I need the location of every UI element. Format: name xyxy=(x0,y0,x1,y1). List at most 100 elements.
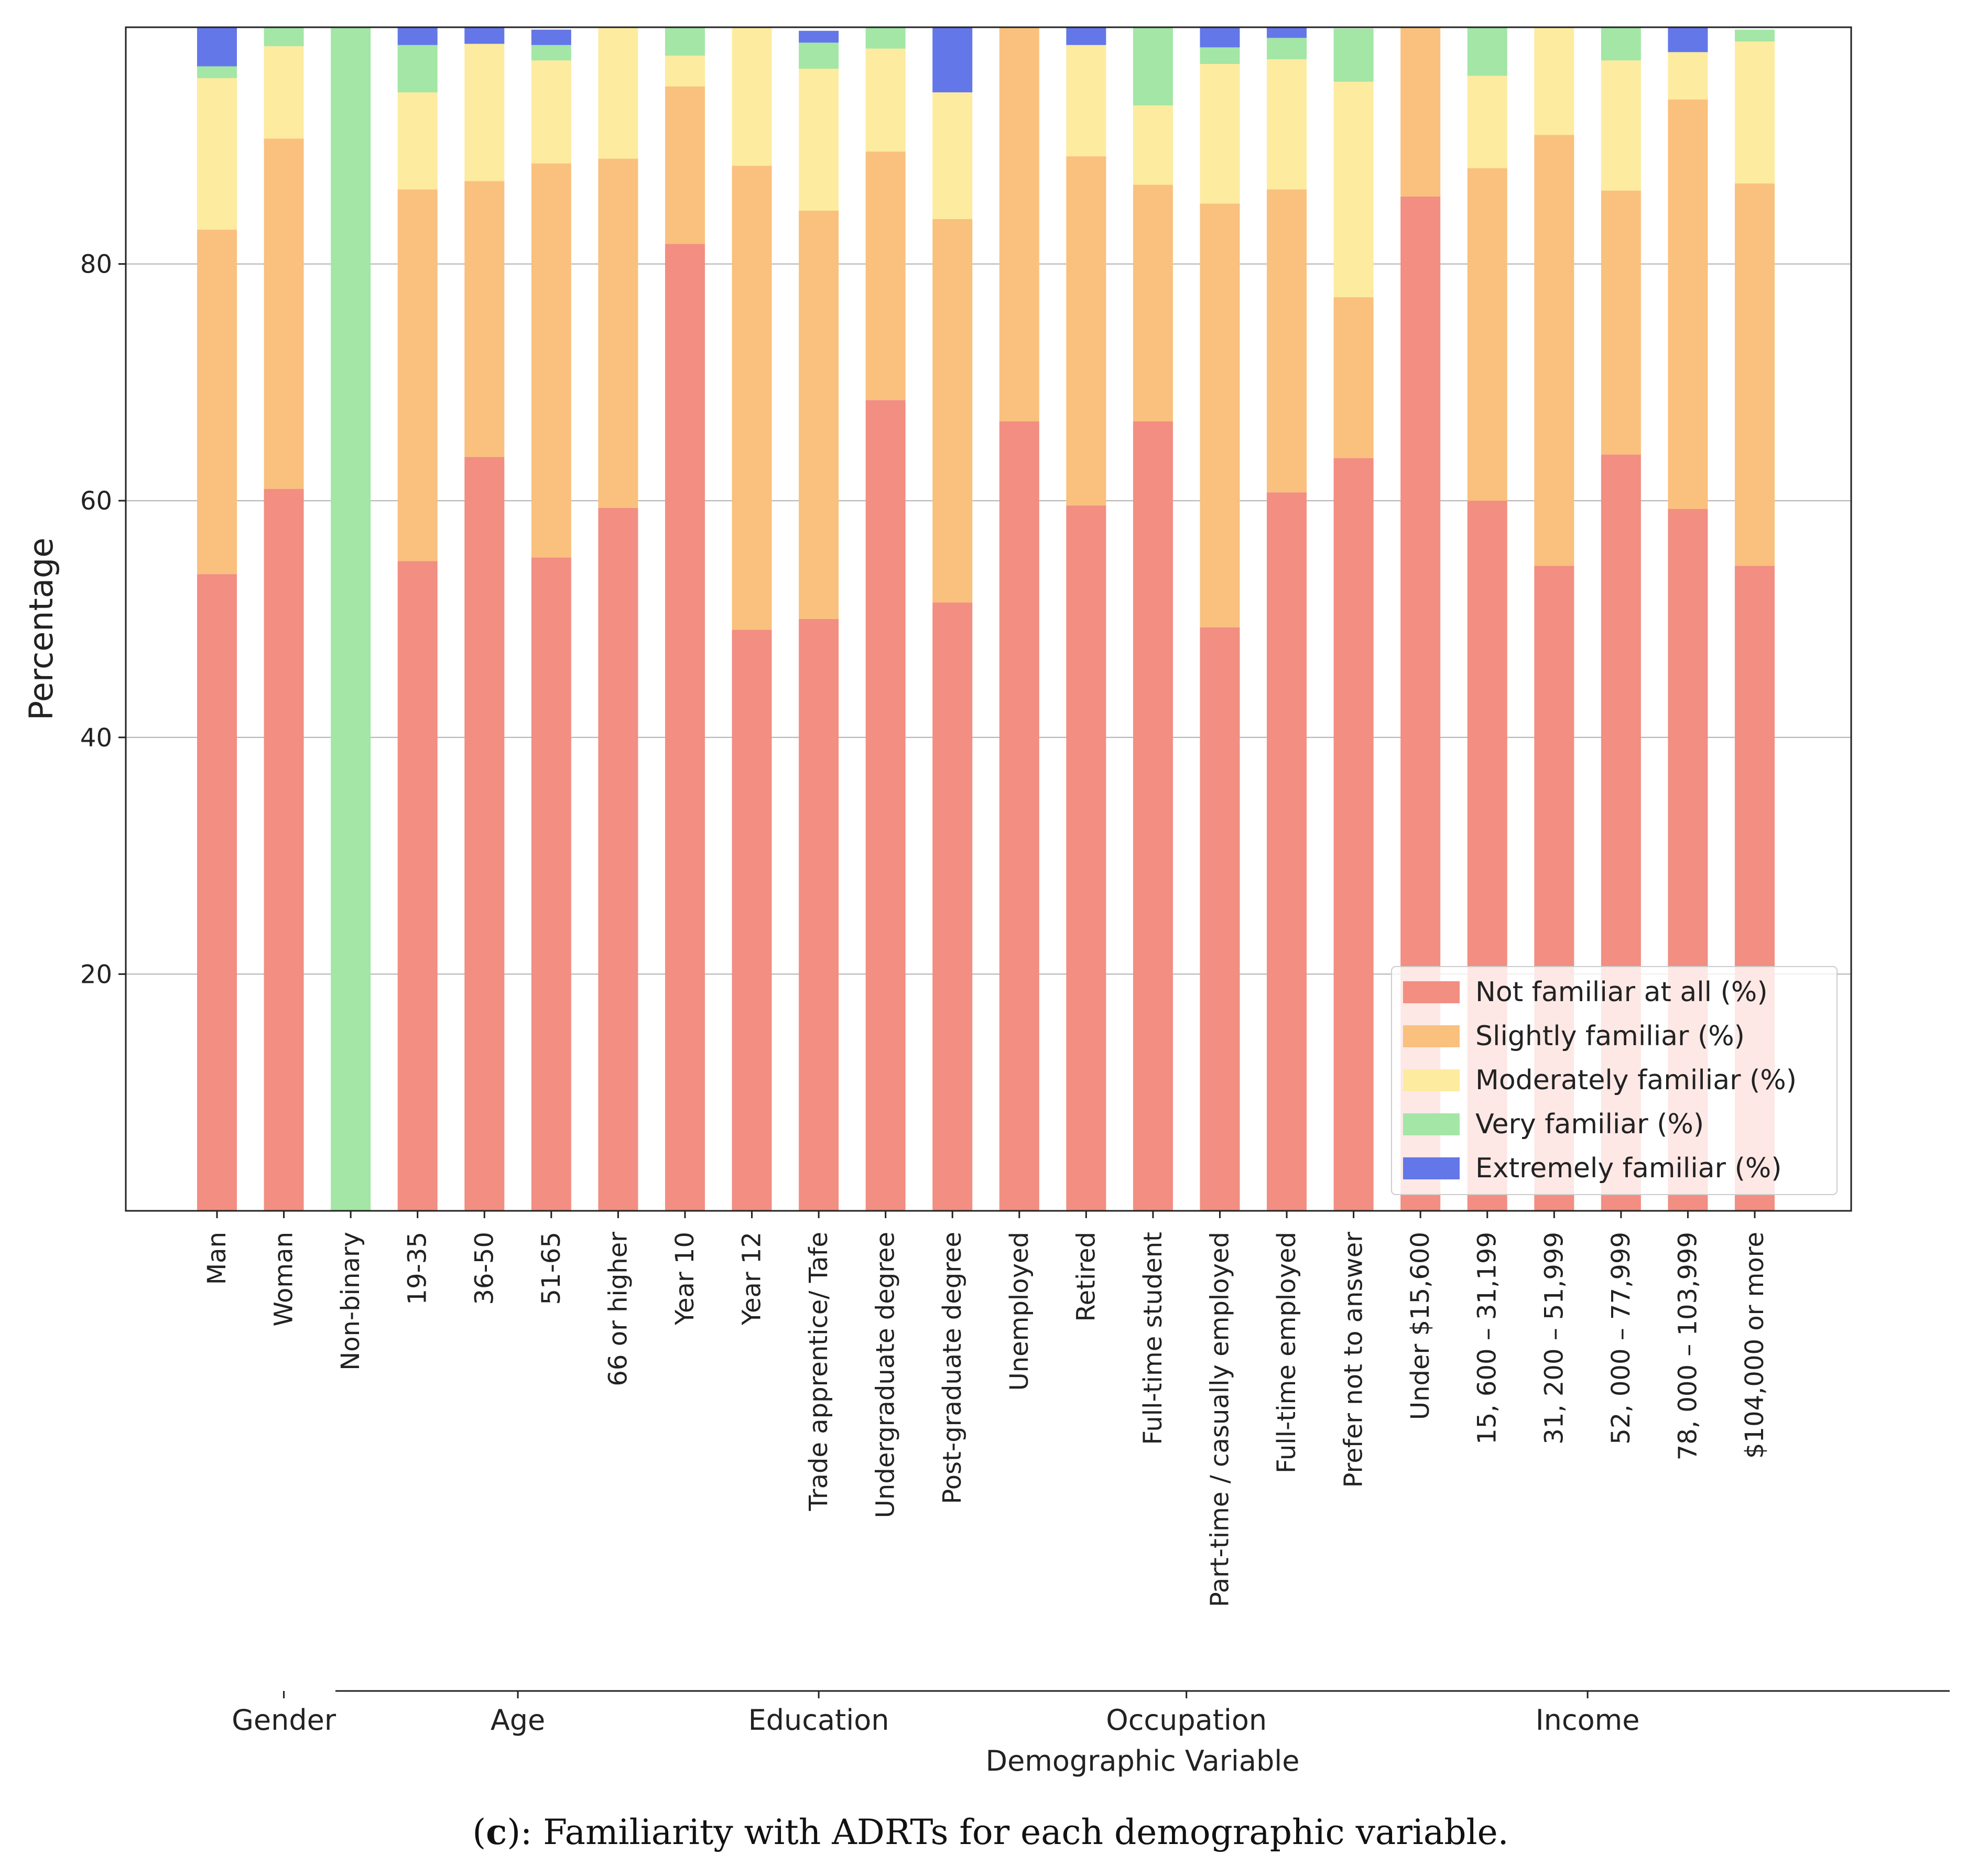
caption-text: ): Familiarity with ADRTs for each demog… xyxy=(507,1812,1508,1852)
bar-segment xyxy=(1066,45,1106,157)
bar-segment xyxy=(932,219,973,603)
bar-segment xyxy=(799,42,839,69)
bar-segment xyxy=(464,44,505,181)
bar-segment xyxy=(264,46,304,139)
bar-segment xyxy=(1467,27,1507,76)
group-axis: Gender Age Education Occupation Income xyxy=(232,1690,1950,1737)
bar-segment xyxy=(1534,135,1574,566)
bar-segment xyxy=(665,27,705,56)
figure-caption: (c): Familiarity with ADRTs for each dem… xyxy=(472,1812,1508,1852)
bar-segment xyxy=(1200,63,1240,204)
x-tick-label: 51-65 xyxy=(537,1232,566,1305)
legend-swatch xyxy=(1403,1157,1460,1179)
x-tick-label: 36-50 xyxy=(470,1232,499,1305)
gridlines xyxy=(126,263,1851,975)
bar-segment xyxy=(397,92,438,190)
bars xyxy=(197,27,1775,1211)
group-label: Occupation xyxy=(1106,1704,1267,1737)
x-tick-label: Under $15,600 xyxy=(1406,1232,1435,1420)
bar-segment xyxy=(1267,27,1307,38)
bar-segment xyxy=(732,27,772,166)
bar-segment xyxy=(1133,105,1173,185)
y-tick-label: 20 xyxy=(80,960,112,989)
x-tick-label: Retired xyxy=(1071,1232,1101,1322)
bar-segment xyxy=(1467,75,1507,168)
bar-segment xyxy=(264,27,304,47)
x-tick-label: 52, 000 – 77,999 xyxy=(1606,1232,1636,1445)
bar-segment xyxy=(1066,27,1106,45)
x-tick-label: Prefer not to answer xyxy=(1339,1232,1368,1488)
y-tick-label: 40 xyxy=(80,723,112,753)
x-tick-label: Year 10 xyxy=(670,1232,700,1326)
bar-segment xyxy=(598,507,638,1211)
x-tick-label: Undergraduate degree xyxy=(871,1232,900,1518)
bar-segment xyxy=(531,29,571,45)
x-tick-label: Non-binary xyxy=(336,1232,365,1371)
x-tick-label: Full-time student xyxy=(1138,1232,1168,1445)
bar-segment xyxy=(197,78,237,230)
bar-segment xyxy=(1267,59,1307,190)
legend-swatch xyxy=(1403,1025,1460,1047)
bar-segment xyxy=(1601,60,1641,191)
legend: Not familiar at all (%) Slightly familiar… xyxy=(1391,966,1838,1195)
legend-label: Very familiar (%) xyxy=(1475,1109,1704,1140)
legend-label: Slightly familiar (%) xyxy=(1475,1021,1745,1052)
group-label: Income xyxy=(1536,1704,1640,1737)
x-tick-label: 66 or higher xyxy=(603,1232,633,1386)
caption-prefix: ( xyxy=(472,1812,486,1852)
x-tick-label: 15, 600 – 31,199 xyxy=(1473,1232,1502,1445)
bar-segment xyxy=(264,138,304,489)
bar-segment xyxy=(665,56,705,86)
bar-segment xyxy=(1735,29,1775,42)
bar-segment xyxy=(1735,41,1775,184)
bar-segment xyxy=(1200,47,1240,64)
y-tick-label: 60 xyxy=(80,486,112,516)
y-axis: 20 40 60 80 xyxy=(80,250,126,989)
x-tick-label: Unemployed xyxy=(1005,1232,1034,1391)
bar-segment xyxy=(197,230,237,574)
bar-segment xyxy=(397,27,438,45)
bar-segment xyxy=(397,189,438,561)
bar-segment xyxy=(799,619,839,1211)
x-tick-label: 78, 000 – 103,999 xyxy=(1673,1232,1702,1460)
bar-segment xyxy=(331,27,371,1211)
legend-label: Moderately familiar (%) xyxy=(1475,1065,1797,1096)
bar-segment xyxy=(1534,27,1574,135)
bar-segment xyxy=(932,92,973,219)
bar-segment xyxy=(1066,156,1106,506)
bar-segment xyxy=(264,489,304,1211)
bar-segment xyxy=(397,45,438,93)
bar-segment xyxy=(1267,38,1307,59)
bar-segment xyxy=(531,557,571,1211)
x-tick-label: $104,000 or more xyxy=(1740,1232,1769,1459)
x-tick-label: Woman xyxy=(269,1232,299,1327)
bar-segment xyxy=(464,27,505,44)
x-tick-label: Trade apprentice/ Tafe xyxy=(804,1232,833,1511)
bar-segment xyxy=(397,561,438,1211)
x-tick-label: Year 12 xyxy=(737,1232,767,1326)
legend-label: Extremely familiar (%) xyxy=(1475,1153,1782,1184)
bar-segment xyxy=(799,210,839,619)
bar-segment xyxy=(197,574,237,1211)
x-tick-label: Part-time / casually employed xyxy=(1205,1232,1234,1607)
bar-segment xyxy=(197,27,237,67)
bar-segment xyxy=(932,27,973,93)
bar-segment xyxy=(999,27,1039,421)
bar-segment xyxy=(1400,27,1441,197)
bar-segment xyxy=(197,66,237,79)
legend-swatch xyxy=(1403,1113,1460,1135)
bar-segment xyxy=(1200,627,1240,1211)
group-label: Gender xyxy=(232,1704,336,1737)
bar-segment xyxy=(531,60,571,164)
x-tick-label: 19-35 xyxy=(403,1232,432,1305)
bar-segment xyxy=(1133,421,1173,1211)
bar-segment xyxy=(999,421,1039,1211)
x-tick-label: Post-graduate degree xyxy=(938,1232,967,1504)
bar-segment xyxy=(865,48,906,152)
bar-segment xyxy=(1267,189,1307,493)
bar-segment xyxy=(865,27,906,49)
bar-segment xyxy=(1668,99,1708,509)
bar-segment xyxy=(1267,492,1307,1211)
bar-segment xyxy=(531,163,571,558)
